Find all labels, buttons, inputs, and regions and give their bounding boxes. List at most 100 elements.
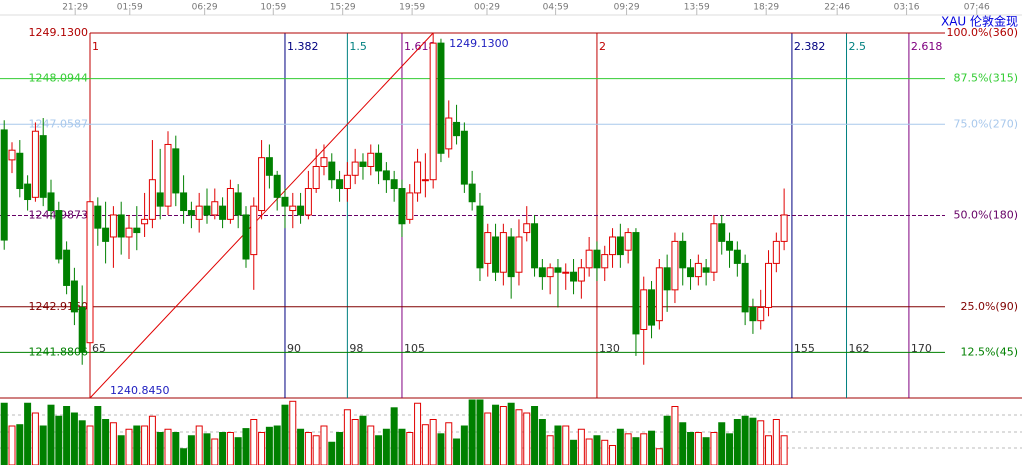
candle-body: [702, 267, 710, 273]
candle-body: [765, 262, 773, 308]
volume-bar: [570, 439, 578, 465]
candle-body: [258, 157, 266, 212]
volume-bar: [47, 404, 55, 465]
volume-bar: [70, 412, 78, 465]
candle-body: [102, 227, 110, 242]
volume-bar: [515, 409, 523, 465]
time-zone-ratio: 1.5: [349, 40, 367, 53]
time-zone-ratio: 1.382: [287, 40, 319, 53]
candle-body: [492, 236, 500, 273]
volume-bar: [648, 430, 656, 465]
x-tick-label: 15:29: [330, 3, 356, 13]
candle-body: [70, 280, 78, 313]
price-label: 1241.8806: [29, 345, 89, 358]
volume-bar: [258, 432, 266, 465]
volume-bar: [250, 419, 258, 465]
candle-body: [16, 152, 24, 190]
candle-body: [109, 214, 117, 238]
volume-bar: [546, 435, 554, 465]
volume-bar: [180, 448, 188, 465]
candle-body: [453, 121, 461, 137]
fib-ratio-label: 75.0%(270): [953, 117, 1018, 130]
volume-bar: [0, 402, 8, 465]
candle-body: [507, 236, 515, 278]
volume-bar: [429, 419, 437, 465]
candle-body: [687, 267, 695, 278]
volume-bar: [117, 435, 125, 465]
candle-body: [78, 306, 86, 353]
candle-body: [515, 236, 523, 273]
candle-body: [289, 205, 297, 212]
candle-body: [585, 249, 593, 269]
volume-bar: [671, 406, 679, 465]
candle-body: [593, 249, 601, 269]
time-zone-bar: 170: [911, 342, 932, 355]
volume-bar: [336, 432, 344, 465]
x-tick-label: 00:29: [474, 3, 500, 13]
candle-body: [757, 306, 765, 322]
candle-body: [390, 179, 398, 190]
volume-bar: [492, 404, 500, 465]
volume-bar: [562, 425, 570, 465]
candle-body: [31, 130, 39, 198]
volume-bar: [234, 437, 242, 465]
candle-body: [562, 271, 570, 274]
volume-bar: [765, 435, 773, 465]
volume-bar: [39, 425, 47, 465]
candle-body: [710, 223, 718, 273]
volume-bar: [390, 407, 398, 465]
candle-body: [679, 240, 687, 269]
time-zone-ratio: 1: [92, 40, 99, 53]
candle-body: [609, 236, 617, 256]
candle-body: [531, 223, 539, 269]
x-tick-label: 09:29: [614, 3, 640, 13]
candle-body: [281, 196, 289, 207]
candle-body: [570, 271, 578, 282]
volume-bar: [55, 415, 63, 465]
volume-bar: [679, 422, 687, 465]
candle-body: [250, 205, 258, 256]
volume-bar: [8, 425, 16, 465]
volume-bar: [156, 432, 164, 465]
volume-bar: [414, 402, 422, 465]
volume-bar: [499, 406, 507, 465]
volume-bar: [375, 435, 383, 465]
volume-bar: [632, 437, 640, 465]
candle-body: [437, 42, 445, 154]
candle-body: [359, 161, 367, 167]
time-zone-bar: 130: [599, 342, 620, 355]
candle-body: [375, 152, 383, 172]
volume-bar: [507, 402, 515, 465]
price-label: 1249.1300: [29, 26, 89, 39]
candle-body: [624, 232, 632, 251]
candle-body: [343, 174, 351, 190]
trend-label: 1240.8450: [110, 384, 170, 397]
volume-bar: [468, 399, 476, 465]
chart-title: XAU 伦敦金现: [941, 14, 1018, 29]
candle-body: [63, 249, 71, 286]
candle-body: [55, 210, 63, 260]
candle-body: [320, 157, 328, 167]
candle-body: [398, 188, 406, 225]
candle-body: [297, 205, 305, 216]
volume-bar: [601, 439, 609, 465]
volume-bar: [616, 428, 624, 465]
time-zone-bar: 155: [794, 342, 815, 355]
volume-bar: [31, 412, 39, 465]
candle-body: [242, 214, 250, 260]
volume-bar: [102, 419, 110, 465]
candle-body: [328, 161, 336, 181]
trend-label: 1249.1300: [449, 37, 509, 50]
volume-bar: [281, 404, 289, 465]
volume-bar: [141, 425, 149, 465]
volume-bar: [125, 428, 133, 465]
x-tick-label: 07:46: [964, 3, 990, 13]
candle-body: [476, 205, 484, 269]
volume-bar: [211, 438, 219, 465]
candle-body: [421, 179, 429, 182]
volume-bar: [24, 402, 32, 465]
volume-bar: [328, 441, 336, 465]
candle-body: [726, 240, 734, 251]
candle-body: [351, 161, 359, 176]
candle-body: [694, 262, 702, 278]
